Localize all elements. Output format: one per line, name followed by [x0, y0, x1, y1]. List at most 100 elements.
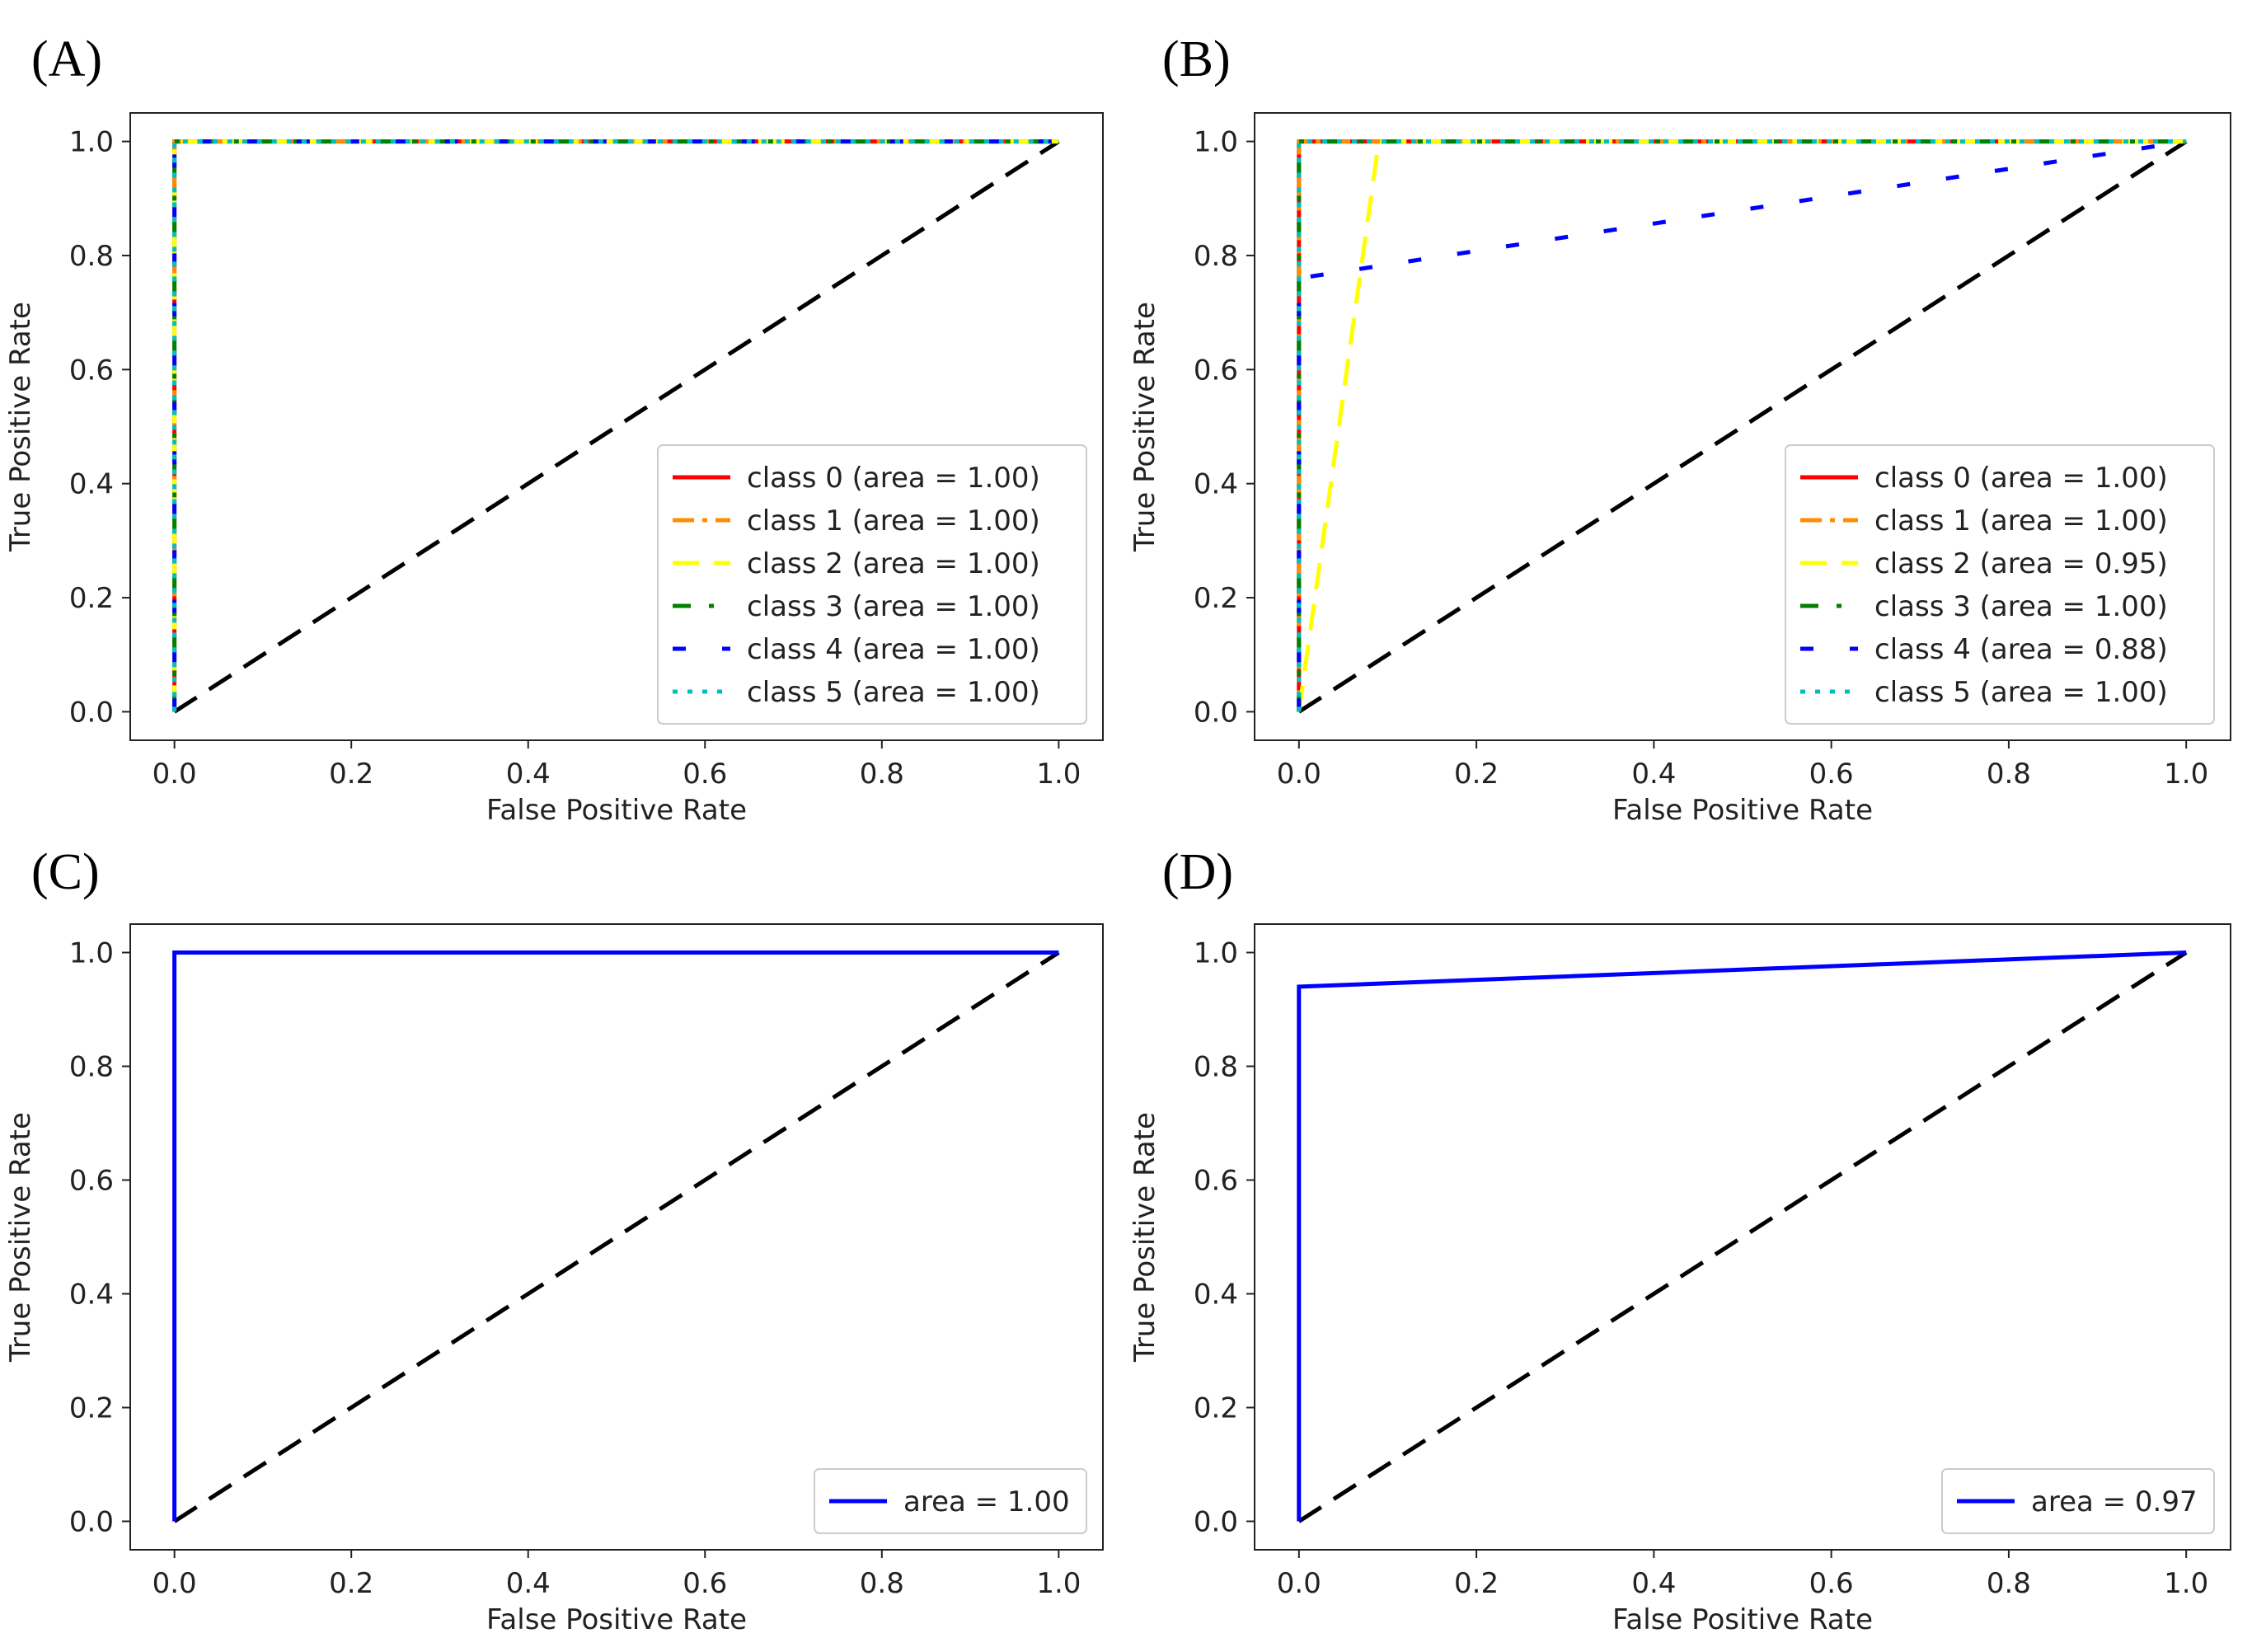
panel-label: (B) — [1162, 31, 1231, 87]
roc-curve-series-0 — [172, 950, 1059, 1522]
x-tick-label: 0.0 — [1277, 758, 1321, 791]
legend-box — [657, 444, 1087, 725]
y-tick-label: 1.0 — [69, 937, 114, 970]
y-tick-label: 0.2 — [69, 1392, 114, 1425]
legend-entry-label: class 1 (area = 1.00) — [1874, 505, 2168, 537]
x-axis-label: False Positive Rate — [486, 1603, 747, 1636]
roc-panel-d: (D) 0.0 0.0 0.2 0.2 0.4 0.4 0.6 0.6 0.8 0.8 1.0 1.0 F… — [1128, 844, 2231, 1636]
legend-entry-label: class 0 (area = 1.00) — [1874, 462, 2168, 495]
y-axis-label: True Positive Rate — [4, 302, 37, 552]
x-tick-label: 0.4 — [506, 758, 551, 791]
legend: class 0 (area = 1.00) class 1 (area = 1.0… — [657, 444, 1087, 725]
y-tick-label: 0.0 — [1194, 1506, 1238, 1539]
roc-curve-series-0 — [1297, 950, 2187, 1522]
legend-entry-label: area = 1.00 — [903, 1485, 1070, 1518]
roc-panel-b: (B) 0.0 0.0 0.2 0.2 0.4 0.4 0.6 0.6 0.8 0.8 1.0 1.0 F… — [1128, 31, 2231, 827]
legend-box — [814, 1468, 1087, 1534]
chance-diagonal-line — [173, 139, 1060, 714]
y-tick-label: 0.0 — [69, 696, 114, 729]
y-tick-label: 0.8 — [1194, 1051, 1238, 1084]
x-tick-label: 1.0 — [1036, 1567, 1081, 1600]
y-tick-label: 0.0 — [69, 1506, 114, 1539]
y-tick-label: 0.2 — [1194, 1392, 1238, 1425]
x-axis-label: False Positive Rate — [1612, 1603, 1873, 1636]
y-tick-label: 1.0 — [1194, 126, 1238, 159]
legend-entry-label: class 3 (area = 1.00) — [747, 590, 1040, 623]
y-tick-label: 0.6 — [69, 1165, 114, 1198]
x-tick-label: 0.8 — [1987, 758, 2031, 791]
legend-entry-label: area = 0.97 — [2031, 1485, 2198, 1518]
legend-box — [1941, 1468, 2215, 1534]
y-tick-label: 1.0 — [1194, 937, 1238, 970]
y-axis-label: True Positive Rate — [4, 1112, 37, 1363]
roc-panel-c: (C) 0.0 0.0 0.2 0.2 0.4 0.4 0.6 0.6 0.8 0.8 1.0 1.0 F… — [4, 844, 1104, 1636]
y-tick-label: 0.4 — [69, 468, 114, 501]
x-tick-label: 0.2 — [329, 758, 373, 791]
y-axis-label: True Positive Rate — [1128, 1112, 1161, 1363]
x-tick-label: 0.0 — [152, 758, 197, 791]
x-tick-label: 0.6 — [683, 758, 727, 791]
axes-frame — [129, 923, 1104, 1551]
axes-frame — [129, 112, 1104, 741]
legend-box — [1785, 444, 2215, 725]
legend-entry-label: class 4 (area = 1.00) — [747, 633, 1040, 666]
chance-diagonal-line — [1297, 139, 2188, 714]
panel-label: (D) — [1162, 844, 1233, 900]
x-tick-label: 0.6 — [1809, 1567, 1854, 1600]
y-tick-label: 0.8 — [1194, 240, 1238, 273]
panel-label: (A) — [31, 31, 102, 87]
roc-curve-series-3 — [172, 139, 1059, 712]
chance-diagonal-line — [1297, 950, 2188, 1523]
y-tick-label: 0.0 — [1194, 696, 1238, 729]
y-tick-label: 0.4 — [1194, 1279, 1238, 1312]
y-tick-label: 0.6 — [1194, 1165, 1238, 1198]
x-tick-label: 1.0 — [2164, 758, 2208, 791]
y-tick-label: 0.6 — [1194, 354, 1238, 387]
roc-panel-a: (A) 0.0 0.0 0.2 0.2 0.4 0.4 0.6 0.6 0.8 0.8 1.0 1.0 F… — [4, 31, 1104, 827]
x-tick-label: 0.2 — [1454, 1567, 1499, 1600]
legend-entry-label: class 4 (area = 0.88) — [1874, 633, 2168, 666]
x-axis-label: False Positive Rate — [486, 794, 747, 827]
y-tick-label: 0.8 — [69, 240, 114, 273]
x-tick-label: 0.4 — [1631, 1567, 1676, 1600]
x-tick-label: 0.6 — [1809, 758, 1854, 791]
y-tick-label: 0.4 — [1194, 468, 1238, 501]
legend-entry-label: class 3 (area = 1.00) — [1874, 590, 2168, 623]
legend: area = 0.97 — [1941, 1468, 2215, 1534]
legend-entry-label: class 5 (area = 1.00) — [747, 676, 1040, 709]
x-tick-label: 0.2 — [329, 1567, 373, 1600]
y-tick-label: 0.2 — [1194, 582, 1238, 615]
roc-curve-series-5 — [172, 139, 1059, 712]
roc-curve-series-5 — [1297, 139, 2187, 712]
legend-entry-label: class 2 (area = 0.95) — [1874, 547, 2168, 580]
x-tick-label: 0.4 — [1631, 758, 1676, 791]
y-tick-label: 0.8 — [69, 1051, 114, 1084]
x-tick-label: 1.0 — [2164, 1567, 2208, 1600]
y-tick-label: 0.2 — [69, 582, 114, 615]
axes-frame — [1254, 923, 2231, 1551]
y-axis-label: True Positive Rate — [1128, 302, 1161, 552]
legend-entry-label: class 1 (area = 1.00) — [747, 505, 1040, 537]
x-tick-label: 0.2 — [1454, 758, 1499, 791]
x-tick-label: 0.8 — [860, 1567, 904, 1600]
y-tick-label: 1.0 — [69, 126, 114, 159]
x-tick-label: 0.6 — [683, 1567, 727, 1600]
x-tick-label: 0.0 — [152, 1567, 197, 1600]
x-tick-label: 1.0 — [1036, 758, 1081, 791]
y-tick-label: 0.6 — [69, 354, 114, 387]
legend: area = 1.00 — [814, 1468, 1087, 1534]
roc-curve-series-3 — [1297, 139, 2187, 712]
x-axis-label: False Positive Rate — [1612, 794, 1873, 827]
y-tick-label: 0.4 — [69, 1279, 114, 1312]
legend-entry-label: class 2 (area = 1.00) — [747, 547, 1040, 580]
legend: class 0 (area = 1.00) class 1 (area = 1.0… — [1785, 444, 2215, 725]
legend-entry-label: class 0 (area = 1.00) — [747, 462, 1040, 495]
x-tick-label: 0.0 — [1277, 1567, 1321, 1600]
panel-label: (C) — [31, 844, 100, 900]
x-tick-label: 0.4 — [506, 1567, 551, 1600]
x-tick-label: 0.8 — [860, 758, 904, 791]
x-tick-label: 0.8 — [1987, 1567, 2031, 1600]
axes-frame — [1254, 112, 2231, 741]
chance-diagonal-line — [173, 950, 1060, 1523]
